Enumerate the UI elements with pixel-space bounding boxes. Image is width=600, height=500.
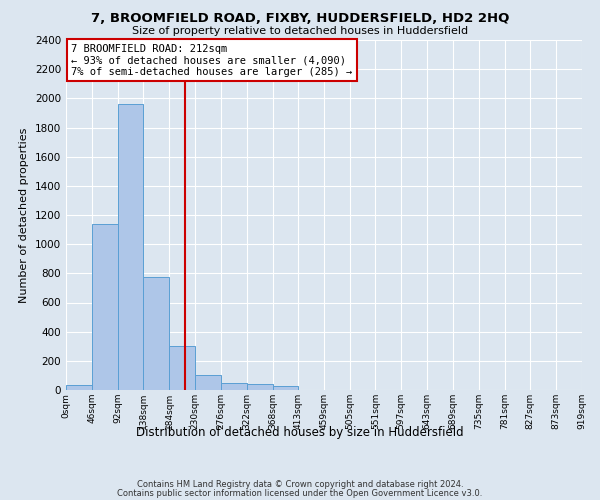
Bar [221, 384, 247, 390]
Bar [169, 346, 195, 390]
Bar [118, 104, 143, 390]
Text: 7 BROOMFIELD ROAD: 212sqm
← 93% of detached houses are smaller (4,090)
7% of sem: 7 BROOMFIELD ROAD: 212sqm ← 93% of detac… [71, 44, 352, 76]
Bar [247, 384, 272, 390]
Bar [92, 224, 118, 390]
Text: Contains public sector information licensed under the Open Government Licence v3: Contains public sector information licen… [118, 488, 482, 498]
Text: Contains HM Land Registry data © Crown copyright and database right 2024.: Contains HM Land Registry data © Crown c… [137, 480, 463, 489]
Text: Size of property relative to detached houses in Huddersfield: Size of property relative to detached ho… [132, 26, 468, 36]
Y-axis label: Number of detached properties: Number of detached properties [19, 128, 29, 302]
Text: Distribution of detached houses by size in Huddersfield: Distribution of detached houses by size … [136, 426, 464, 439]
Bar [272, 386, 298, 390]
Bar [66, 385, 92, 390]
Text: 7, BROOMFIELD ROAD, FIXBY, HUDDERSFIELD, HD2 2HQ: 7, BROOMFIELD ROAD, FIXBY, HUDDERSFIELD,… [91, 12, 509, 26]
Bar [143, 277, 169, 390]
Bar [195, 374, 221, 390]
